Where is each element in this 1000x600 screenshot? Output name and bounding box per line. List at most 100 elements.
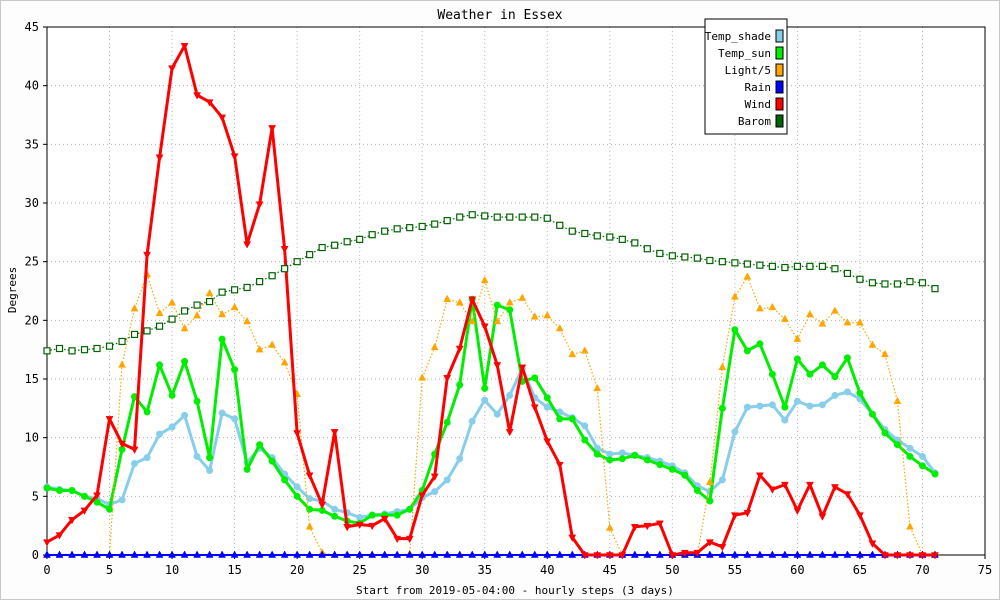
point-light-5 — [268, 340, 277, 348]
point-light-5 — [468, 316, 477, 325]
point-light-5 — [255, 345, 264, 353]
point-rain — [718, 550, 727, 558]
point-barom — [856, 275, 864, 283]
point-wind — [380, 515, 389, 524]
point-temp-shade — [793, 397, 801, 405]
point-barom — [531, 213, 539, 221]
point-barom — [356, 235, 364, 243]
point-light-5 — [168, 298, 176, 306]
point-temp-sun — [531, 374, 539, 382]
point-temp-sun — [831, 373, 839, 381]
x-tick-label: 45 — [603, 563, 617, 577]
point-barom — [118, 337, 126, 346]
point-temp-sun — [881, 429, 889, 437]
point-wind — [743, 510, 752, 518]
point-light-5 — [593, 383, 602, 392]
point-rain — [730, 550, 739, 558]
point-temp-shade — [843, 388, 851, 396]
point-wind — [718, 544, 727, 552]
point-rain — [493, 550, 502, 558]
point-wind — [493, 362, 502, 370]
point-temp-shade — [218, 409, 226, 417]
point-wind — [443, 375, 452, 383]
point-rain — [393, 550, 402, 558]
point-wind — [780, 481, 789, 490]
chart-title: Weather in Essex — [437, 8, 562, 23]
point-temp-shade — [731, 428, 739, 436]
point-rain — [280, 550, 289, 558]
point-temp-sun — [393, 511, 401, 519]
point-temp-sun — [593, 450, 601, 458]
point-wind — [856, 512, 864, 520]
point-rain — [443, 550, 452, 558]
point-light-5 — [155, 308, 164, 317]
point-barom — [418, 222, 426, 231]
point-temp-sun — [81, 492, 89, 500]
point-light-5 — [455, 298, 464, 306]
point-temp-sun — [206, 454, 214, 462]
point-rain — [818, 550, 827, 558]
x-tick-label: 30 — [415, 563, 429, 577]
x-tick-label: 10 — [165, 563, 179, 577]
point-rain — [180, 550, 189, 558]
point-light-5 — [893, 396, 902, 405]
point-wind — [655, 520, 664, 528]
point-light-5 — [868, 340, 877, 348]
x-tick-label: 55 — [728, 563, 742, 577]
point-wind — [205, 99, 214, 107]
point-barom — [718, 258, 726, 266]
point-barom — [618, 235, 626, 243]
point-wind — [693, 549, 702, 558]
point-rain — [318, 550, 327, 558]
point-barom — [180, 307, 189, 315]
point-barom — [731, 259, 739, 267]
point-barom — [143, 327, 151, 335]
point-temp-shade — [443, 476, 451, 484]
point-barom — [756, 261, 764, 269]
x-tick-label: 50 — [665, 563, 679, 577]
legend-label-temp-sun: Temp_sun — [718, 47, 771, 60]
point-rain — [430, 550, 439, 558]
x-axis-label: Start from 2019-05-04:00 - hourly steps … — [356, 584, 674, 597]
point-temp-sun — [706, 497, 714, 505]
point-barom — [80, 346, 89, 354]
point-temp-sun — [681, 471, 689, 479]
point-light-5 — [305, 522, 314, 530]
point-wind — [618, 552, 627, 560]
x-tick-label: 20 — [290, 563, 304, 577]
point-wind — [393, 535, 402, 544]
point-barom — [368, 231, 376, 239]
point-rain — [655, 550, 664, 558]
point-wind — [931, 552, 939, 560]
point-wind — [418, 492, 427, 500]
point-temp-sun — [456, 381, 464, 389]
point-wind — [530, 404, 539, 412]
point-temp-sun — [481, 384, 489, 392]
x-tick-label: 60 — [790, 563, 804, 577]
point-temp-shade — [781, 416, 789, 424]
point-light-5 — [793, 334, 802, 342]
point-barom — [868, 279, 877, 287]
point-barom — [918, 279, 927, 287]
point-wind — [193, 92, 201, 100]
point-wind — [243, 241, 252, 249]
point-temp-shade — [468, 417, 476, 425]
point-temp-sun — [243, 465, 251, 473]
legend-label-rain: Rain — [745, 81, 772, 94]
point-temp-sun — [443, 418, 451, 426]
point-wind — [668, 552, 677, 560]
point-barom — [493, 213, 501, 221]
point-temp-sun — [556, 415, 564, 423]
point-barom — [631, 239, 639, 247]
point-light-5 — [493, 316, 502, 325]
point-barom — [881, 280, 889, 288]
point-barom — [218, 288, 226, 296]
point-rain — [793, 550, 802, 558]
point-barom — [393, 225, 401, 233]
point-rain — [355, 550, 364, 558]
point-temp-shade — [918, 452, 926, 460]
point-wind — [818, 513, 827, 521]
point-rain — [105, 550, 114, 558]
point-rain — [455, 550, 464, 558]
point-temp-sun — [368, 511, 376, 519]
